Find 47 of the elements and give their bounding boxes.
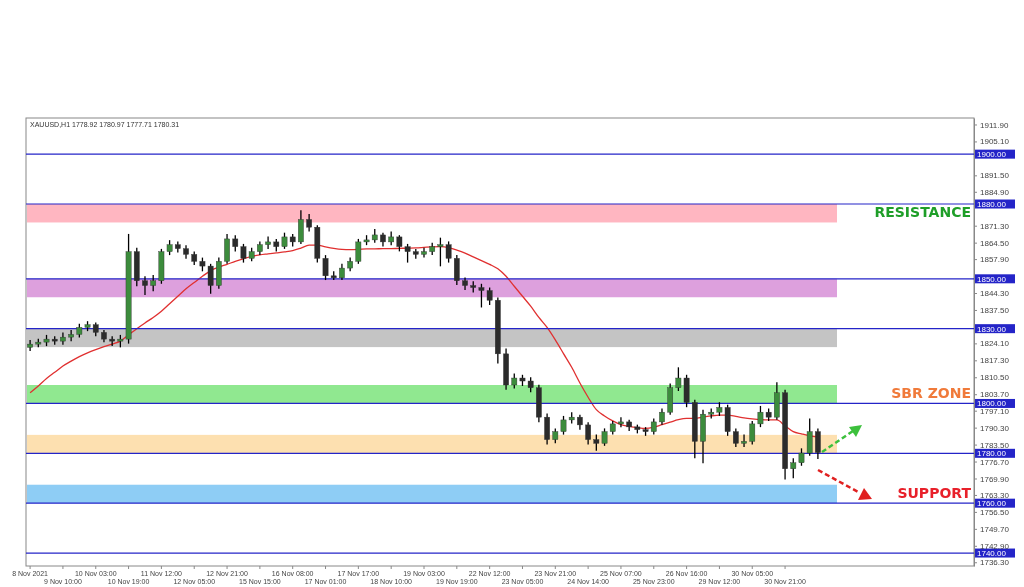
text: SBR ZONE (891, 385, 971, 401)
candlestick (741, 433, 747, 448)
candlestick (265, 235, 271, 250)
y-tick-label: 1769.90 (980, 474, 1010, 484)
y-tick-label: 1749.70 (980, 524, 1010, 534)
candlestick (68, 329, 74, 342)
y-tick-label: 1797.10 (980, 406, 1010, 416)
ref-line-label: 1830.00 (977, 324, 1007, 334)
y-tick-label: 1810.50 (980, 373, 1010, 383)
y-tick-label: 1763.30 (980, 491, 1010, 501)
text: SUPPORT (897, 485, 972, 501)
y-tick-label: 1837.50 (980, 306, 1010, 316)
y-tick-label: 1817.30 (980, 356, 1010, 366)
ref-line-label: 1760.00 (977, 499, 1007, 509)
y-tick-label: 1776.70 (980, 457, 1010, 467)
candlestick (618, 416, 624, 428)
ref-line-label: 1900.00 (977, 150, 1007, 160)
candlestick (454, 254, 460, 286)
ref-line-label: 1880.00 (977, 200, 1007, 210)
ref-line-label: 1800.00 (977, 399, 1007, 409)
y-tick-label: 1891.50 (980, 171, 1010, 181)
candlestick (733, 427, 739, 448)
y-tick-label: 1803.70 (980, 390, 1010, 400)
y-tick-label: 1736.30 (980, 558, 1010, 568)
y-tick-label: 1905.10 (980, 137, 1010, 147)
y-tick-label: 1871.30 (980, 221, 1010, 231)
y-tick-label: 1911.90 (980, 120, 1009, 130)
y-tick-label: 1857.90 (980, 255, 1010, 265)
y-tick-label: 1756.50 (980, 507, 1010, 517)
candlestick (544, 412, 550, 446)
candlestick (224, 233, 230, 265)
y-tick-label: 1824.10 (980, 339, 1010, 349)
candlestick (815, 427, 821, 460)
candlestick (421, 246, 427, 259)
y-tick-label: 1844.30 (980, 289, 1010, 299)
y-tick-label: 1783.50 (980, 440, 1010, 450)
y-tick-label: 1864.50 (980, 238, 1010, 248)
y-tick-label: 1742.90 (980, 541, 1010, 551)
ref-line-label: 1740.00 (977, 549, 1007, 559)
candlestick (142, 275, 148, 296)
text: RESISTANCE (874, 204, 971, 220)
candlestick (585, 421, 591, 446)
ref-line-label: 1780.00 (977, 449, 1007, 459)
y-tick-label: 1790.30 (980, 423, 1010, 433)
candlestick (298, 209, 304, 245)
ref-line-label: 1850.00 (977, 274, 1007, 284)
y-tick-label: 1884.90 (980, 187, 1010, 197)
